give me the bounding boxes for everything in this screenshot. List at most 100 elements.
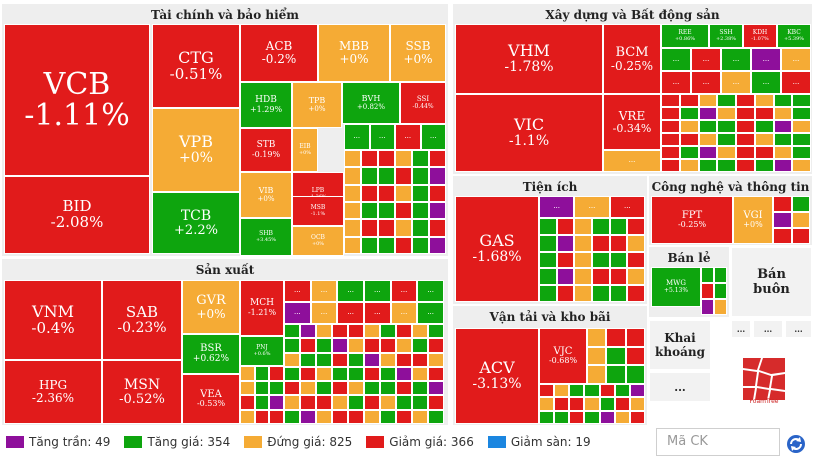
mini-tile[interactable]	[380, 381, 396, 396]
mini-tile[interactable]	[380, 395, 396, 410]
panel-wholesale[interactable]: Bán buôn	[731, 247, 812, 317]
mini-tile[interactable]	[300, 324, 316, 339]
mini-tile[interactable]	[412, 236, 429, 254]
mini-tile[interactable]	[332, 409, 348, 424]
stock-tile-bsr[interactable]: BSR +0.62%	[182, 334, 240, 374]
mini-tile[interactable]: ...	[344, 124, 370, 150]
mini-tile[interactable]	[574, 218, 592, 235]
mini-tile[interactable]: ...	[337, 302, 364, 324]
mini-tile[interactable]: ...	[369, 124, 395, 150]
mini-tile[interactable]	[344, 150, 361, 168]
mini-tile[interactable]: ...	[691, 71, 721, 94]
mini-tile[interactable]	[428, 381, 444, 396]
mini-tile[interactable]	[378, 236, 395, 254]
mini-tile[interactable]	[574, 268, 592, 286]
stock-tile-vre[interactable]: VRE -0.34%	[603, 94, 661, 150]
mini-tile[interactable]	[348, 395, 364, 410]
mini-tile[interactable]	[679, 94, 699, 107]
mini-tile[interactable]	[361, 236, 378, 254]
mini-tile[interactable]	[791, 196, 810, 212]
stock-tile-vea[interactable]: VEA -0.53%	[182, 374, 240, 424]
mini-tile[interactable]: ...	[417, 280, 444, 302]
mini-tile[interactable]	[609, 251, 628, 269]
mini-tile[interactable]: ...	[781, 71, 811, 94]
mini-tile[interactable]	[412, 409, 428, 424]
stock-tile-mch[interactable]: MCH -1.21%	[240, 280, 284, 336]
mini-tile[interactable]	[348, 324, 364, 339]
mini-tile[interactable]	[344, 236, 361, 254]
mini-tile[interactable]	[609, 218, 628, 235]
mini-tile[interactable]	[736, 94, 755, 107]
mini-tile[interactable]	[284, 352, 300, 367]
stock-tile-tcb[interactable]: TCB +2.2%	[152, 192, 240, 254]
mini-tile[interactable]	[348, 381, 364, 396]
mini-tile[interactable]	[300, 409, 316, 424]
mini-tile[interactable]	[364, 381, 380, 396]
mini-tile[interactable]	[569, 410, 585, 424]
other-group-a[interactable]: ...	[649, 372, 711, 402]
mini-tile[interactable]	[714, 283, 727, 299]
stock-tile-eib[interactable]: EIB +0%	[292, 128, 318, 172]
legend-item-ceiling[interactable]: Tăng trần: 49	[6, 435, 110, 449]
mini-tile[interactable]	[609, 285, 628, 302]
mini-tile[interactable]	[569, 397, 585, 411]
stock-tile-stb[interactable]: STB -0.19%	[240, 128, 292, 172]
mini-tile[interactable]	[592, 234, 610, 252]
mini-tile[interactable]	[792, 159, 811, 172]
mini-tile[interactable]	[701, 267, 714, 283]
mini-tile[interactable]	[792, 133, 811, 146]
stock-tile-vic[interactable]: VIC -1.1%	[455, 94, 603, 172]
stock-tile-ree[interactable]: REE +0.86%	[661, 24, 709, 48]
mini-tile[interactable]	[587, 365, 607, 384]
mini-tile[interactable]	[361, 150, 378, 168]
mini-tile[interactable]	[254, 409, 270, 424]
mini-tile[interactable]	[378, 150, 395, 168]
stock-search-input[interactable]: Mã CK	[656, 428, 780, 456]
mini-tile[interactable]	[316, 338, 332, 353]
mini-tile[interactable]	[395, 202, 412, 220]
mini-tile[interactable]	[592, 251, 610, 269]
mini-tile[interactable]	[592, 285, 610, 302]
mini-tile[interactable]	[627, 218, 645, 235]
mini-tile[interactable]: ...	[284, 280, 311, 302]
mini-tile[interactable]	[587, 328, 607, 347]
mini-tile[interactable]	[584, 384, 600, 398]
mini-tile[interactable]	[556, 218, 575, 235]
mini-tile[interactable]	[254, 395, 270, 410]
mini-tile[interactable]	[556, 234, 575, 252]
stock-tile-vib[interactable]: VIB +0%	[240, 172, 292, 218]
mini-tile[interactable]	[428, 366, 444, 382]
mini-tile[interactable]	[569, 384, 585, 398]
mini-tile[interactable]	[539, 251, 557, 269]
mini-tile[interactable]	[395, 236, 412, 254]
mini-tile[interactable]	[736, 159, 755, 172]
mini-tile[interactable]	[584, 397, 600, 411]
mini-tile[interactable]	[773, 146, 793, 159]
mini-tile[interactable]	[629, 384, 645, 398]
mini-tile[interactable]	[698, 146, 718, 159]
mini-tile[interactable]	[698, 120, 718, 133]
mini-tile[interactable]	[429, 184, 446, 202]
mini-tile[interactable]	[396, 395, 412, 410]
stock-tile-bvh[interactable]: BVH +0.82%	[342, 82, 400, 124]
mini-tile[interactable]	[344, 184, 361, 202]
mini-tile[interactable]	[679, 120, 699, 133]
mini-tile[interactable]	[736, 133, 755, 146]
mini-tile[interactable]	[736, 146, 755, 159]
stock-tile-pnj[interactable]: PNJ +0.6%	[240, 336, 284, 366]
mini-tile[interactable]	[284, 324, 300, 339]
mini-tile[interactable]	[380, 409, 396, 424]
mini-tile[interactable]	[754, 120, 774, 133]
stock-tile-vnm[interactable]: VNM -0.4%	[4, 280, 102, 360]
panel-mining[interactable]: Khai khoáng	[649, 320, 711, 370]
mini-tile[interactable]	[396, 366, 412, 382]
stock-tile-vpb[interactable]: VPB +0%	[152, 108, 240, 192]
mini-tile[interactable]	[412, 381, 428, 396]
mini-tile[interactable]	[332, 366, 348, 382]
mini-tile[interactable]	[378, 219, 395, 237]
mini-tile[interactable]	[412, 167, 429, 185]
mini-tile[interactable]	[412, 184, 429, 202]
mini-tile[interactable]	[627, 251, 645, 269]
mini-tile[interactable]: ...	[609, 196, 645, 218]
mini-tile[interactable]	[396, 381, 412, 396]
